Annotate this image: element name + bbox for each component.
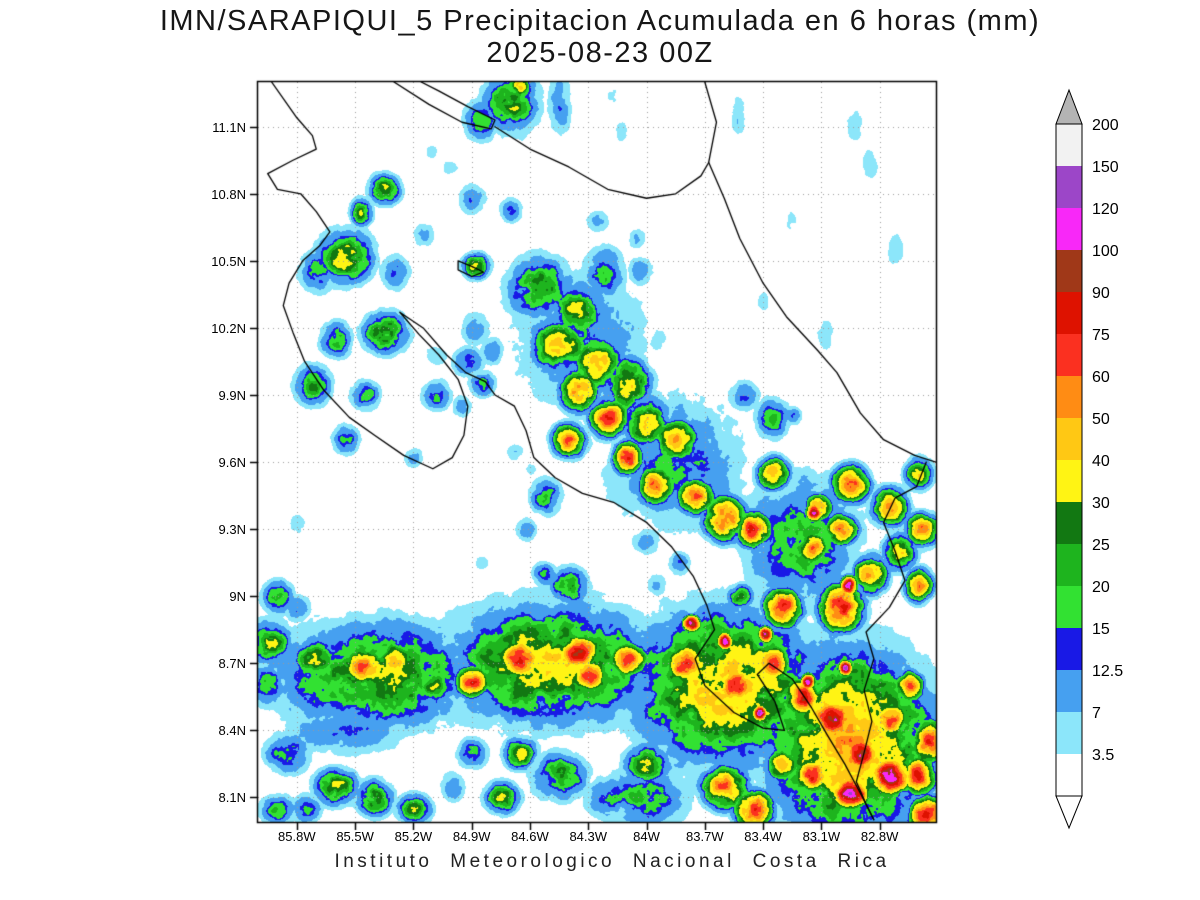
y-axis-label: 8.7N <box>218 656 246 672</box>
x-axis-label: 82.8W <box>860 829 899 844</box>
legend-label: 40 <box>1092 453 1110 470</box>
x-axis-label: 83.1W <box>802 829 841 844</box>
y-axis-label: 10.2N <box>211 320 246 336</box>
legend-colorbar: 200 150 120 100 90 75 60 50 40 30 25 20 15 12.5 7 3.5 <box>1055 88 1123 830</box>
legend-label: 15 <box>1092 621 1110 638</box>
legend-label: 50 <box>1092 411 1110 428</box>
legend-band <box>1056 292 1082 334</box>
legend-label: 150 <box>1092 159 1119 176</box>
y-axis-label: 11.1N <box>212 119 246 135</box>
legend-label: 75 <box>1092 327 1110 344</box>
legend-outline <box>1055 123 1083 797</box>
legend-label: 200 <box>1092 117 1119 134</box>
x-axis-label: 84.6W <box>511 829 549 844</box>
x-axis-label: 83.7W <box>686 829 724 844</box>
chart-date: 2025-08-23 00Z <box>486 37 714 69</box>
legend-band <box>1056 544 1082 586</box>
legend-label: 20 <box>1092 579 1110 596</box>
legend-label: 30 <box>1092 495 1110 512</box>
x-axis-label: 84.9W <box>452 829 491 844</box>
chart-title: IMN/SARAPIQUI_5 Precipitacion Acumulada … <box>159 5 1041 37</box>
legend-band <box>1056 460 1082 502</box>
legend-band <box>1056 586 1082 628</box>
y-axis-label: 9.6N <box>218 455 246 471</box>
y-axis-label: 10.5N <box>211 253 246 269</box>
legend-bottom-arrow <box>1055 795 1083 830</box>
legend-band <box>1056 418 1082 460</box>
legend-band <box>1056 670 1082 712</box>
legend-band <box>1056 124 1082 166</box>
legend-label: 120 <box>1092 201 1119 218</box>
legend-label: 90 <box>1092 285 1110 302</box>
y-axis-label: 8.4N <box>218 723 246 739</box>
legend-band <box>1056 754 1082 796</box>
y-axis-label: 9.9N <box>218 387 246 403</box>
legend-band <box>1056 334 1082 376</box>
legend-band <box>1056 208 1082 250</box>
legend-label: 7 <box>1092 705 1101 722</box>
legend-band <box>1056 250 1082 292</box>
legend-band <box>1056 712 1082 754</box>
x-axis-label: 84W <box>633 829 660 844</box>
x-axis-label: 85.2W <box>394 829 433 844</box>
legend-band <box>1056 166 1082 208</box>
legend-band <box>1056 628 1082 670</box>
x-axis-label: 85.5W <box>336 829 374 844</box>
y-axis-label: 8.1N <box>218 790 246 806</box>
footer-text: Instituto Meteorologico Nacional Costa R… <box>334 851 890 872</box>
x-axis-label: 83.4W <box>744 829 782 844</box>
legend-band <box>1056 502 1082 544</box>
y-axis-label: 10.8N <box>211 186 246 202</box>
x-axis-label: 85.8W <box>278 829 316 844</box>
legend-label: 60 <box>1092 369 1110 386</box>
x-axis-label: 84.3W <box>569 829 608 844</box>
legend-label: 12.5 <box>1092 663 1123 680</box>
legend-band <box>1056 376 1082 418</box>
legend-label: 25 <box>1092 537 1110 554</box>
y-axis-label: 9.3N <box>218 522 246 538</box>
y-axis-label: 9N <box>229 589 246 605</box>
legend-top-arrow <box>1055 88 1083 125</box>
legend-label: 100 <box>1092 243 1119 260</box>
legend-label: 3.5 <box>1092 747 1114 764</box>
